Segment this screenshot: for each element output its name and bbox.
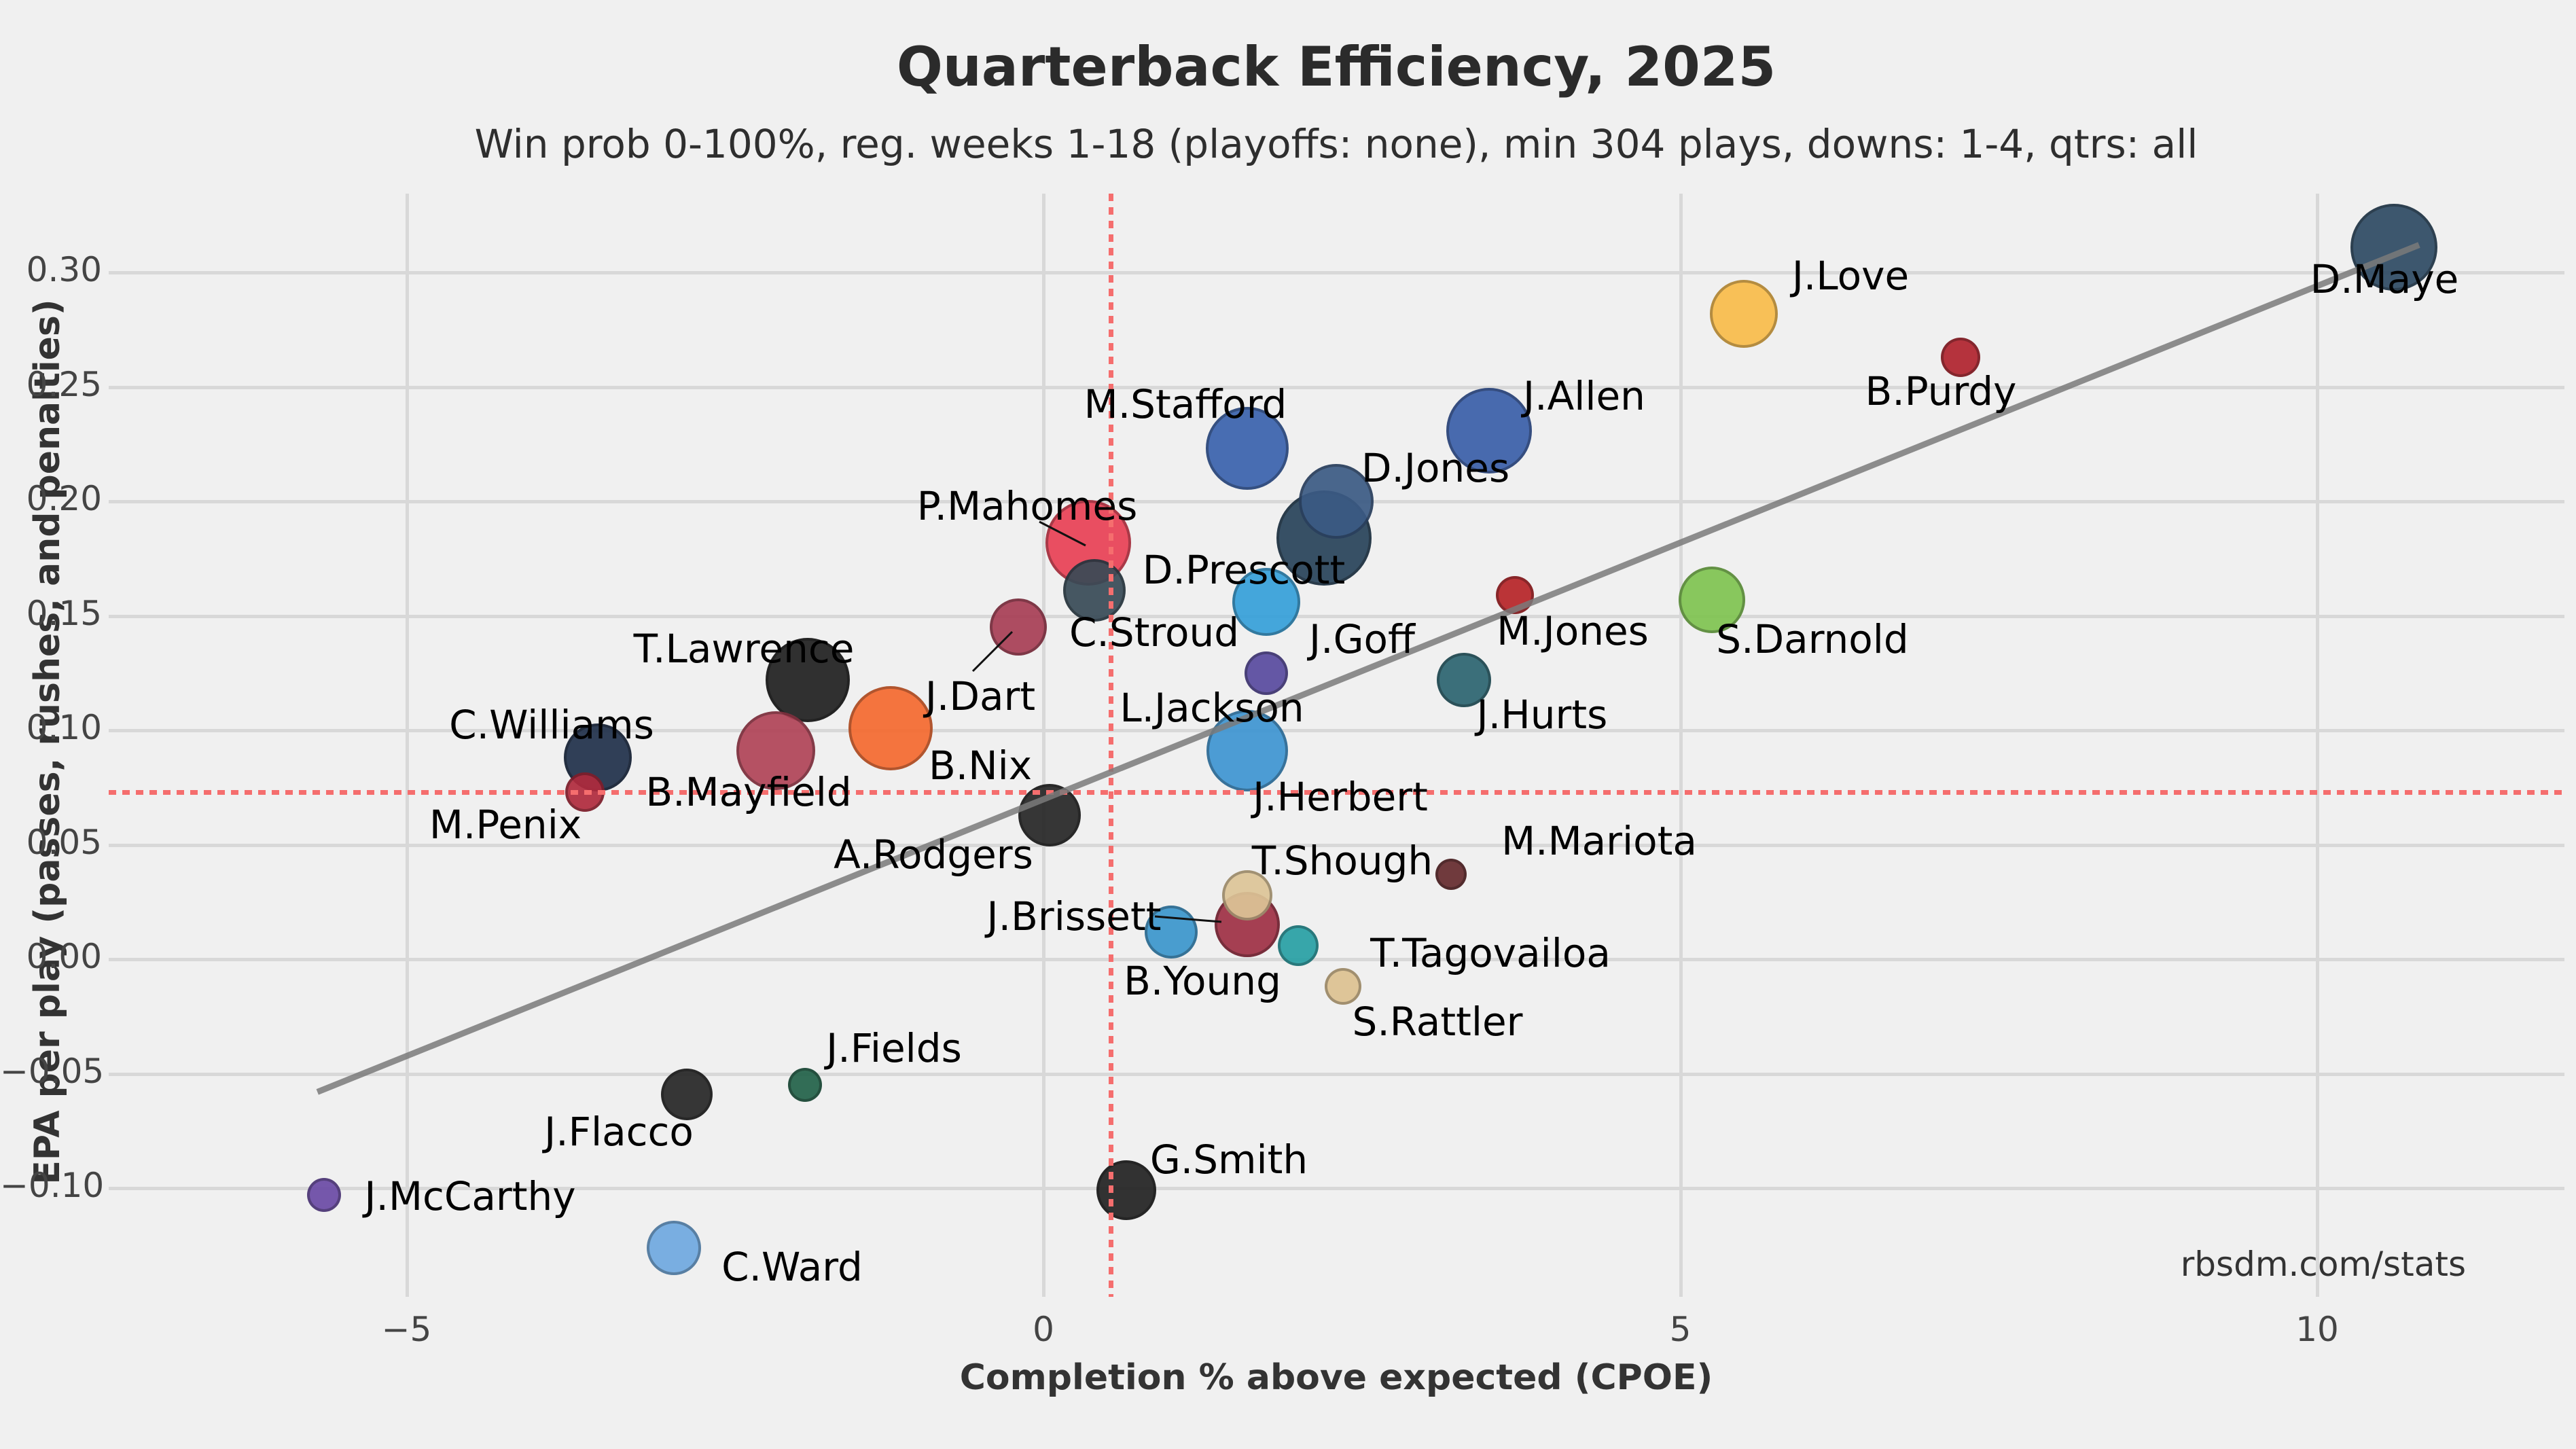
scatter-point-j-love [1710,279,1778,348]
scatter-point-t-tagovailoa [1278,925,1319,966]
point-label-m-stafford: M.Stafford [1084,381,1287,427]
gridline-x-0 [1042,194,1045,1297]
point-label-d-prescott: D.Prescott [1142,547,1346,593]
point-label-c-williams: C.Williams [449,702,654,748]
point-label-t-lawrence: T.Lawrence [633,626,855,672]
y-tick-label-0.15: 0.15 [26,593,102,633]
gridline-y-0.30 [109,271,2564,274]
y-tick-label-0.05: 0.05 [26,822,102,862]
y-tick-label-0.25: 0.25 [26,364,102,404]
point-label-c-ward: C.Ward [721,1244,863,1290]
point-label-d-jones: D.Jones [1361,445,1510,491]
point-label-p-mahomes: P.Mahomes [916,483,1138,529]
point-label-j-herbert: J.Herbert [1253,774,1428,820]
scatter-point-j-dart [989,598,1047,656]
point-label-j-brissett: J.Brissett [986,893,1162,940]
point-label-m-penix: M.Penix [429,802,582,848]
y-tick-label-0.20: 0.20 [26,479,102,518]
page-title: Quarterback Efficiency, 2025 [896,35,1776,99]
point-label-b-mayfield: B.Mayfield [645,769,852,815]
scatter-point-b-nix [848,685,933,770]
gridline-x-−5 [405,194,409,1297]
y-tick-label-0.10: 0.10 [26,708,102,747]
scatter-point-m-mariota [1435,859,1467,891]
watermark-rbsdm: rbsdm.com/stats [2180,1245,2466,1284]
point-label-l-jackson: L.Jackson [1120,685,1304,731]
point-label-j-allen: J.Allen [1523,373,1645,419]
point-label-j-fields: J.Fields [826,1025,962,1071]
y-tick-label-0.30: 0.30 [26,250,102,289]
point-label-c-stroud: C.Stroud [1069,609,1240,656]
point-label-j-goff: J.Goff [1309,616,1415,662]
scatter-point-j-fields [788,1068,823,1103]
point-label-d-maye: D.Maye [2310,256,2459,302]
x-tick-label-10: 10 [2295,1310,2339,1349]
point-label-g-smith: G.Smith [1149,1137,1308,1183]
point-label-m-mariota: M.Mariota [1501,818,1697,864]
point-label-j-mccarthy: J.McCarthy [364,1173,576,1219]
point-label-j-flacco: J.Flacco [544,1109,694,1155]
point-label-b-purdy: B.Purdy [1865,368,2017,414]
point-label-b-young: B.Young [1124,958,1281,1004]
mean-cpoe-line [1109,194,1114,1297]
point-label-j-dart: J.Dart [925,673,1036,719]
y-tick-label-−0.05: −0.05 [0,1051,105,1091]
point-label-t-tagovailoa: T.Tagovailoa [1370,930,1611,976]
scatter-point-j-mccarthy [306,1178,341,1213]
point-label-j-love: J.Love [1791,253,1910,299]
point-label-b-nix: B.Nix [928,743,1033,789]
point-label-s-darnold: S.Darnold [1716,616,1909,662]
scatter-point-g-smith [1096,1160,1156,1221]
gridline-x-5 [1679,194,1683,1297]
x-tick-label-0: 0 [1033,1310,1054,1349]
y-tick-label-0.00: 0.00 [26,937,102,976]
trend-line [316,242,2420,1095]
x-tick-label-−5: −5 [381,1310,432,1349]
gridline-y-0.00 [109,958,2564,961]
point-label-m-jones: M.Jones [1497,608,1649,654]
gridline-y-0.25 [109,385,2564,389]
point-label-a-rodgers: A.Rodgers [834,831,1033,878]
gridline-x-10 [2316,194,2319,1297]
scatter-point-c-ward [647,1220,702,1275]
chart-subtitle: Win prob 0-100%, reg. weeks 1-18 (playof… [474,121,2198,167]
x-axis-title: Completion % above expected (CPOE) [959,1357,1713,1398]
point-label-j-hurts: J.Hurts [1476,692,1608,738]
point-label-t-shough: T.Shough [1251,838,1433,884]
gridline-y-−0.05 [109,1072,2564,1076]
gridline-y-−0.10 [109,1187,2564,1190]
point-label-s-rattler: S.Rattler [1352,999,1523,1045]
x-tick-label-5: 5 [1669,1310,1692,1349]
y-tick-label-−0.10: −0.10 [0,1166,105,1205]
